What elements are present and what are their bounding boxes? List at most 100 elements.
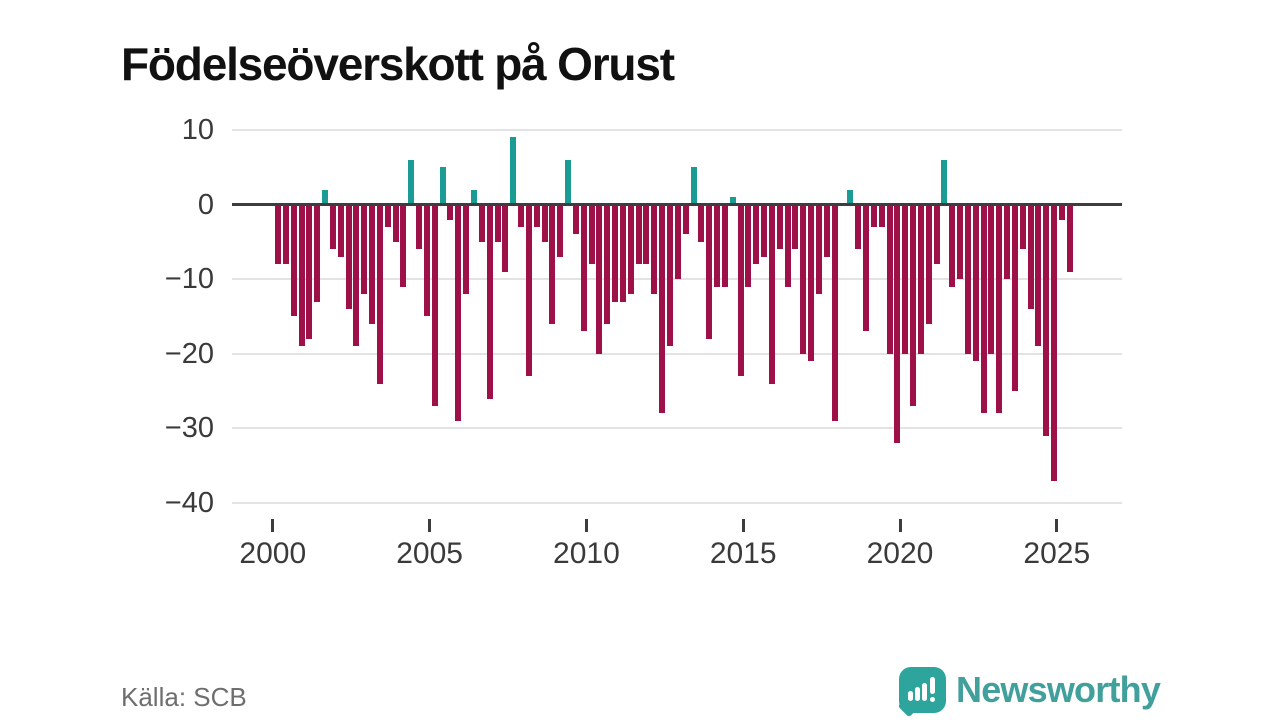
bar-2011Q2 <box>627 204 634 295</box>
bar-2016Q2 <box>784 204 791 287</box>
bar-2012Q3 <box>667 204 673 347</box>
bar-2001Q1 <box>306 204 313 339</box>
bar-2010Q3 <box>604 204 611 324</box>
bar-2024Q4 <box>1051 204 1058 481</box>
bar-2001Q3 <box>322 189 329 205</box>
bar-2003Q3 <box>384 204 391 227</box>
bar-2024Q1 <box>1027 204 1034 310</box>
bar-2021Q1 <box>933 204 940 265</box>
bar-2003Q1 <box>369 204 376 324</box>
bar-2006Q4 <box>486 204 493 399</box>
bar-2008Q3 <box>541 204 548 242</box>
bar-2004Q3 <box>416 204 423 250</box>
bar-2025Q1 <box>1059 204 1065 220</box>
bar-2006Q1 <box>463 204 470 295</box>
bar-2007Q1 <box>494 204 501 242</box>
bar-2014Q4 <box>737 204 744 377</box>
x-tick-2020 <box>898 519 902 532</box>
bar-2000Q3 <box>290 204 297 317</box>
bar-2019Q2 <box>878 204 885 227</box>
bar-2021Q3 <box>949 204 956 287</box>
newsworthy-logo: Newsworthy <box>897 666 1161 718</box>
bar-2003Q2 <box>376 204 383 384</box>
bar-2018Q2 <box>847 189 854 205</box>
x-tick-2025 <box>1055 519 1059 532</box>
bar-2008Q2 <box>533 204 540 227</box>
bar-2024Q3 <box>1043 204 1050 436</box>
y-axis-label--40: −40 <box>164 487 214 519</box>
bar-2006Q2 <box>471 189 477 205</box>
bar-2011Q1 <box>619 204 626 302</box>
bar-2002Q2 <box>345 204 352 310</box>
bar-2013Q3 <box>698 204 705 242</box>
x-axis-label-2000: 2000 <box>239 537 307 570</box>
bar-2016Q1 <box>776 204 783 250</box>
x-tick-2000 <box>271 519 275 532</box>
bar-2021Q4 <box>957 204 964 280</box>
bar-2008Q1 <box>525 204 532 377</box>
bar-2014Q3 <box>729 197 736 205</box>
bar-2022Q4 <box>988 204 995 354</box>
bar-2012Q1 <box>651 204 658 295</box>
bar-2017Q1 <box>808 204 815 362</box>
bar-2013Q4 <box>706 204 713 339</box>
bar-2017Q4 <box>831 204 838 421</box>
bar-2021Q2 <box>941 159 948 205</box>
x-axis-label-2015: 2015 <box>709 537 777 570</box>
bar-2014Q1 <box>714 204 721 287</box>
logo-bar-small <box>908 691 913 701</box>
bar-2023Q4 <box>1019 204 1026 250</box>
x-tick-2010 <box>584 519 588 532</box>
bar-2005Q2 <box>439 167 446 205</box>
bar-2020Q3 <box>917 204 924 354</box>
logo-bar-medium <box>915 687 920 701</box>
bar-2011Q4 <box>643 204 650 265</box>
bar-2017Q3 <box>823 204 830 257</box>
bar-2019Q3 <box>886 204 893 354</box>
bar-2022Q3 <box>980 204 987 414</box>
bar-2005Q3 <box>447 204 454 220</box>
bar-2015Q2 <box>753 204 760 265</box>
source-note: Källa: SCB <box>121 682 247 712</box>
bar-2009Q4 <box>580 204 587 332</box>
bar-chart-icon <box>899 667 946 713</box>
bar-2015Q3 <box>761 204 768 257</box>
x-axis-label-2005: 2005 <box>396 537 463 570</box>
bar-2005Q4 <box>455 204 462 421</box>
y-axis-label--30: −30 <box>164 412 214 445</box>
bar-2018Q3 <box>855 204 862 250</box>
bar-2009Q2 <box>565 159 572 205</box>
bar-2003Q4 <box>392 204 399 242</box>
x-tick-2005 <box>428 519 432 532</box>
bar-2013Q1 <box>682 204 689 235</box>
bar-2020Q1 <box>902 204 909 354</box>
bar-2016Q3 <box>792 204 799 250</box>
bar-2000Q4 <box>298 204 305 347</box>
bar-2010Q2 <box>596 204 603 354</box>
bar-2019Q1 <box>870 204 877 227</box>
gridline--20 <box>232 352 1122 355</box>
bar-2022Q2 <box>972 204 979 362</box>
bar-2020Q4 <box>925 204 932 324</box>
gridline--30 <box>232 427 1122 430</box>
bar-2011Q3 <box>635 204 642 265</box>
bar-2006Q3 <box>478 204 485 242</box>
bar-2005Q1 <box>431 204 438 406</box>
gridline-10 <box>232 129 1122 131</box>
bar-2007Q3 <box>510 137 517 205</box>
bar-2009Q3 <box>572 204 579 235</box>
gridline--10 <box>232 278 1122 281</box>
bar-2018Q4 <box>863 204 869 332</box>
bar-2012Q4 <box>674 204 681 280</box>
y-axis-label-0: 0 <box>197 188 214 221</box>
bar-2000Q2 <box>282 204 289 265</box>
y-axis-label--20: −20 <box>164 337 214 370</box>
bar-2025Q2 <box>1066 204 1073 272</box>
logo-bar-large <box>922 683 927 701</box>
bar-2002Q3 <box>353 204 360 347</box>
bar-2009Q1 <box>557 204 564 257</box>
bar-2002Q1 <box>337 204 344 257</box>
bar-2002Q4 <box>361 204 368 295</box>
bar-2017Q2 <box>815 204 822 295</box>
